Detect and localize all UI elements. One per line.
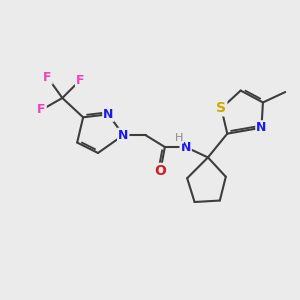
Text: S: S	[216, 101, 226, 116]
Text: H: H	[175, 133, 183, 143]
Text: N: N	[181, 140, 191, 154]
Text: N: N	[256, 121, 267, 134]
Text: F: F	[37, 103, 46, 116]
Text: O: O	[154, 164, 166, 178]
Text: F: F	[43, 71, 52, 84]
Text: F: F	[76, 74, 84, 87]
Text: N: N	[103, 108, 114, 121]
Text: N: N	[118, 129, 128, 142]
